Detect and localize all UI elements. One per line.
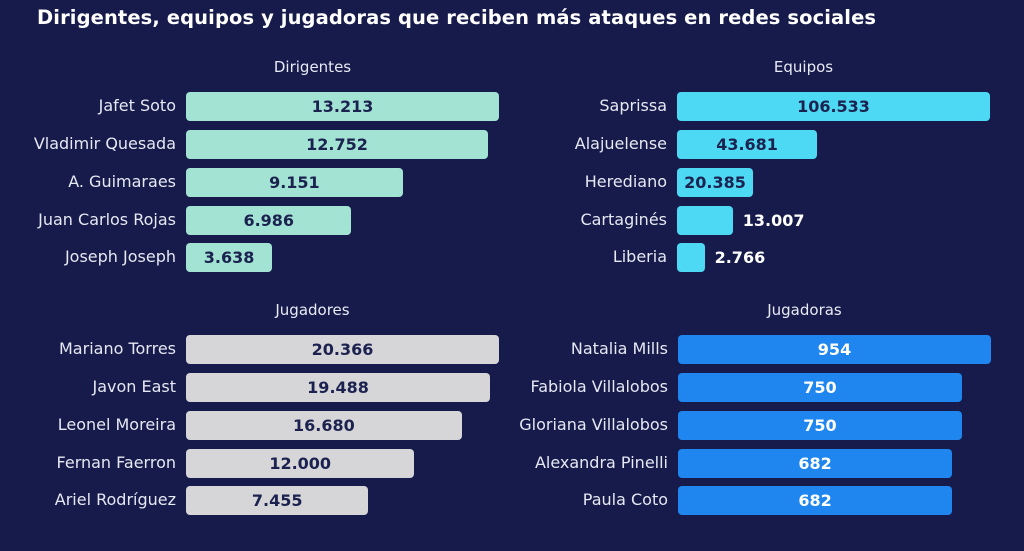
category-label: Javon East (92, 377, 176, 396)
value-label: 954 (817, 340, 852, 359)
category-label: Paula Coto (582, 490, 668, 509)
bar-row: Herediano 20.385 (491, 168, 1003, 198)
value-label: 750 (803, 416, 837, 435)
category-label: Liberia (612, 247, 667, 266)
bar-row: Gloriana Villalobos 750 (492, 411, 1004, 441)
value-label: 682 (798, 491, 832, 510)
category-label: Ariel Rodríguez (54, 490, 176, 509)
bar (186, 92, 499, 121)
category-label: Cartaginés (580, 210, 667, 229)
bar (186, 243, 273, 272)
bar (186, 130, 489, 159)
value-label: 43.681 (716, 135, 778, 154)
category-label: Alajuelense (574, 134, 667, 153)
bar-row: Fabiola Villalobos 750 (492, 373, 1004, 403)
bar-row: Paula Coto 682 (492, 486, 1004, 516)
category-label: Fernan Faerron (56, 453, 176, 472)
bar (677, 168, 754, 197)
bar-row: Jafet Soto 13.213 (0, 92, 512, 122)
category-label: Mariano Torres (59, 339, 176, 358)
value-label: 7.455 (251, 491, 303, 510)
category-label: Alexandra Pinelli (534, 453, 668, 472)
bar (677, 243, 705, 272)
chart-title: Dirigentes (273, 58, 352, 76)
bar-row: Mariano Torres 20.366 (0, 335, 512, 365)
bar (677, 130, 818, 159)
category-label: Leonel Moreira (57, 415, 176, 434)
bar-row: Natalia Mills 954 (492, 335, 1004, 365)
value-label: 106.533 (797, 97, 870, 116)
bar (678, 335, 991, 364)
category-label: Natalia Mills (570, 339, 668, 358)
category-label: Joseph Joseph (64, 247, 176, 266)
bar-row: Joseph Joseph 3.638 (0, 243, 512, 273)
bar-row: Vladimir Quesada 12.752 (0, 130, 512, 160)
category-label: Juan Carlos Rojas (38, 210, 176, 229)
bar-row: A. Guimaraes 9.151 (0, 168, 512, 198)
bar (186, 411, 462, 440)
category-label: Fabiola Villalobos (530, 377, 668, 396)
bar-row: Alexandra Pinelli 682 (492, 449, 1004, 479)
category-label: Vladimir Quesada (33, 134, 176, 153)
bar (677, 92, 990, 121)
bar-row: Alajuelense 43.681 (491, 130, 1003, 160)
value-label: 20.385 (684, 173, 746, 192)
chart-title: Jugadores (275, 301, 350, 319)
value-label: 3.638 (203, 248, 255, 267)
bar (678, 486, 953, 515)
bar (678, 373, 962, 402)
bar-row: Javon East 19.488 (0, 373, 512, 403)
chart-title: Jugadoras (767, 301, 842, 319)
value-label: 750 (803, 378, 837, 397)
value-label: 12.000 (269, 454, 332, 473)
bar (186, 373, 491, 402)
category-label: A. Guimaraes (68, 172, 176, 191)
chart-jugadoras: Jugadoras Natalia Mills 954 Fabiola Villalo… (492, 301, 1004, 551)
bar (186, 168, 403, 197)
value-label: 19.488 (307, 378, 369, 397)
bar (186, 206, 352, 235)
bar (186, 335, 499, 364)
bar-row: Fernan Faerron 12.000 (0, 449, 512, 479)
bar (186, 449, 415, 478)
value-label: 13.213 (311, 97, 374, 116)
value-label: 2.766 (714, 248, 766, 267)
bar-row: Cartaginés 13.007 (491, 206, 1003, 236)
category-label: Gloriana Villalobos (519, 415, 668, 434)
bar (677, 206, 733, 235)
chart-dirigentes: Dirigentes Jafet Soto 13.213 Vladimir Quesa… (0, 58, 512, 308)
value-label: 9.151 (269, 173, 320, 192)
chart-title: Equipos (773, 58, 834, 76)
bar-row: Leonel Moreira 16.680 (0, 411, 512, 441)
category-label: Saprissa (599, 96, 667, 115)
value-label: 16.680 (292, 416, 355, 435)
value-label: 12.752 (306, 135, 368, 154)
bar (186, 486, 369, 515)
value-label: 20.366 (311, 340, 374, 359)
category-label: Jafet Soto (98, 96, 176, 115)
page-title: Dirigentes, equipos y jugadoras que reci… (37, 6, 877, 29)
bar-row: Ariel Rodríguez 7.455 (0, 486, 512, 516)
value-label: 13.007 (742, 211, 805, 230)
value-label: 6.986 (243, 211, 295, 230)
value-label: 682 (798, 454, 832, 473)
bar-row: Juan Carlos Rojas 6.986 (0, 206, 512, 236)
bar (678, 449, 953, 478)
bar-row: Liberia 2.766 (491, 243, 1003, 273)
bar (678, 411, 962, 440)
chart-jugadores: Jugadores Mariano Torres 20.366 Javon East 1… (0, 301, 512, 551)
chart-equipos: Equipos Saprissa 106.533 Alajuelense 43.681 H… (491, 58, 1003, 308)
category-label: Herediano (584, 172, 667, 191)
bar-row: Saprissa 106.533 (491, 92, 1003, 122)
